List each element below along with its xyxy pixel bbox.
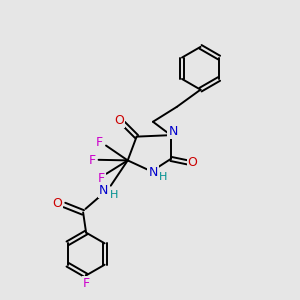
Text: F: F [88,154,96,167]
Text: N: N [99,184,109,196]
Text: O: O [188,156,197,169]
Text: H: H [159,172,167,182]
Text: F: F [98,172,104,185]
Text: F: F [82,277,90,290]
Text: N: N [148,167,158,179]
Text: O: O [114,114,124,128]
Text: N: N [169,125,178,138]
Text: O: O [52,197,62,210]
Text: H: H [110,190,118,200]
Text: F: F [96,136,103,149]
